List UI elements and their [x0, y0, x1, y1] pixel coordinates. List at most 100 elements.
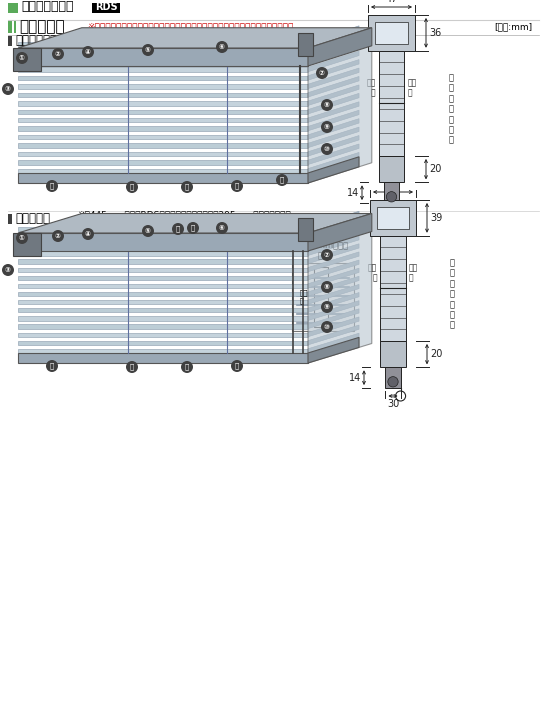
Text: ⑰: ⑰	[185, 364, 189, 370]
Text: ③: ③	[5, 267, 11, 273]
Circle shape	[316, 67, 328, 79]
Polygon shape	[308, 337, 359, 363]
Polygon shape	[308, 277, 359, 296]
Circle shape	[126, 181, 138, 193]
Text: ⑦: ⑦	[324, 252, 330, 258]
Circle shape	[321, 321, 333, 333]
Polygon shape	[18, 251, 308, 255]
Text: た
幅
取
付
込
寸
法: た 幅 取 付 込 寸 法	[449, 73, 453, 145]
Polygon shape	[18, 233, 308, 251]
Polygon shape	[308, 26, 359, 46]
Circle shape	[172, 223, 184, 235]
Text: ④: ④	[85, 49, 91, 55]
Polygon shape	[18, 213, 372, 233]
Circle shape	[16, 52, 28, 64]
Polygon shape	[18, 317, 308, 321]
Polygon shape	[18, 160, 308, 165]
Text: 25: 25	[383, 302, 395, 312]
Bar	[375, 22, 408, 43]
Polygon shape	[18, 48, 308, 66]
Text: ⑫: ⑫	[191, 225, 195, 231]
Polygon shape	[308, 333, 359, 353]
Text: ⑧: ⑧	[324, 284, 330, 290]
Polygon shape	[308, 93, 359, 114]
Text: た
幅
取
付
込
寸
法: た 幅 取 付 込 寸 法	[450, 258, 455, 329]
Polygon shape	[308, 135, 359, 156]
Polygon shape	[308, 317, 359, 337]
Text: 室内
側: 室内 側	[368, 263, 377, 282]
Text: ①: ①	[19, 55, 25, 61]
Polygon shape	[308, 76, 359, 97]
Polygon shape	[308, 301, 359, 321]
Polygon shape	[308, 28, 372, 183]
Polygon shape	[308, 211, 359, 231]
Polygon shape	[308, 227, 359, 247]
Polygon shape	[308, 325, 359, 345]
Text: ①: ①	[19, 235, 25, 241]
Text: ポール操作: ポール操作	[15, 212, 50, 225]
Polygon shape	[308, 309, 359, 329]
Text: 36: 36	[429, 28, 441, 38]
Text: ※製品高さは、取付けブラケット上端からボトムレール下端までの寸法となります。: ※製品高さは、取付けブラケット上端からボトムレール下端までの寸法となります。	[87, 23, 293, 31]
Circle shape	[386, 192, 397, 202]
Text: ⑪: ⑪	[176, 226, 180, 232]
Polygon shape	[308, 144, 359, 165]
Polygon shape	[308, 213, 372, 363]
Bar	[8, 214, 12, 224]
Polygon shape	[18, 135, 308, 139]
Polygon shape	[308, 268, 359, 288]
Polygon shape	[18, 235, 308, 240]
Text: 30: 30	[386, 214, 398, 224]
Polygon shape	[18, 110, 308, 114]
Polygon shape	[308, 284, 359, 304]
Polygon shape	[18, 143, 308, 148]
Bar	[298, 218, 313, 241]
Polygon shape	[18, 118, 308, 123]
Circle shape	[126, 361, 138, 373]
Polygon shape	[18, 76, 308, 80]
Polygon shape	[18, 260, 308, 264]
Circle shape	[321, 249, 333, 261]
Text: ⑧: ⑧	[324, 102, 330, 108]
Polygon shape	[18, 59, 308, 63]
Text: ⑤: ⑤	[145, 47, 151, 53]
Circle shape	[16, 232, 28, 244]
Bar	[386, 367, 400, 388]
Text: ⑱: ⑱	[235, 183, 239, 190]
Bar	[379, 156, 404, 183]
Polygon shape	[308, 220, 359, 240]
Polygon shape	[18, 126, 308, 130]
Polygon shape	[308, 118, 359, 139]
Polygon shape	[18, 292, 308, 296]
Text: ※幅445mm以下（RDS（減速降下機能）なしは295mm以下）の場合、: ※幅445mm以下（RDS（減速降下機能）なしは295mm以下）の場合、	[77, 210, 291, 220]
Text: 室外
側: 室外 側	[408, 78, 417, 97]
Polygon shape	[308, 252, 359, 272]
Text: ⑮: ⑮	[50, 363, 54, 369]
Circle shape	[321, 143, 333, 155]
Polygon shape	[308, 34, 359, 55]
Text: シルキーアクア: シルキーアクア	[21, 1, 73, 14]
Text: ⑰: ⑰	[185, 184, 189, 190]
Circle shape	[46, 360, 58, 372]
Polygon shape	[308, 244, 359, 264]
Circle shape	[142, 44, 154, 56]
Polygon shape	[308, 157, 359, 183]
Polygon shape	[308, 236, 359, 255]
Polygon shape	[18, 42, 308, 46]
Bar	[298, 33, 313, 56]
Text: RDS: RDS	[95, 3, 117, 13]
Text: 25: 25	[381, 118, 394, 128]
Text: ⑤: ⑤	[145, 228, 151, 234]
Circle shape	[181, 181, 193, 193]
Text: ⑱: ⑱	[235, 363, 239, 369]
Bar	[14, 21, 16, 33]
Text: 47: 47	[385, 0, 398, 4]
Bar	[379, 51, 404, 156]
Text: 室内
側: 室内 側	[300, 290, 309, 304]
Bar	[13, 48, 41, 71]
Polygon shape	[18, 276, 308, 280]
Text: ⑯: ⑯	[130, 184, 134, 190]
Circle shape	[231, 180, 243, 192]
Polygon shape	[308, 43, 359, 63]
Polygon shape	[18, 84, 308, 88]
